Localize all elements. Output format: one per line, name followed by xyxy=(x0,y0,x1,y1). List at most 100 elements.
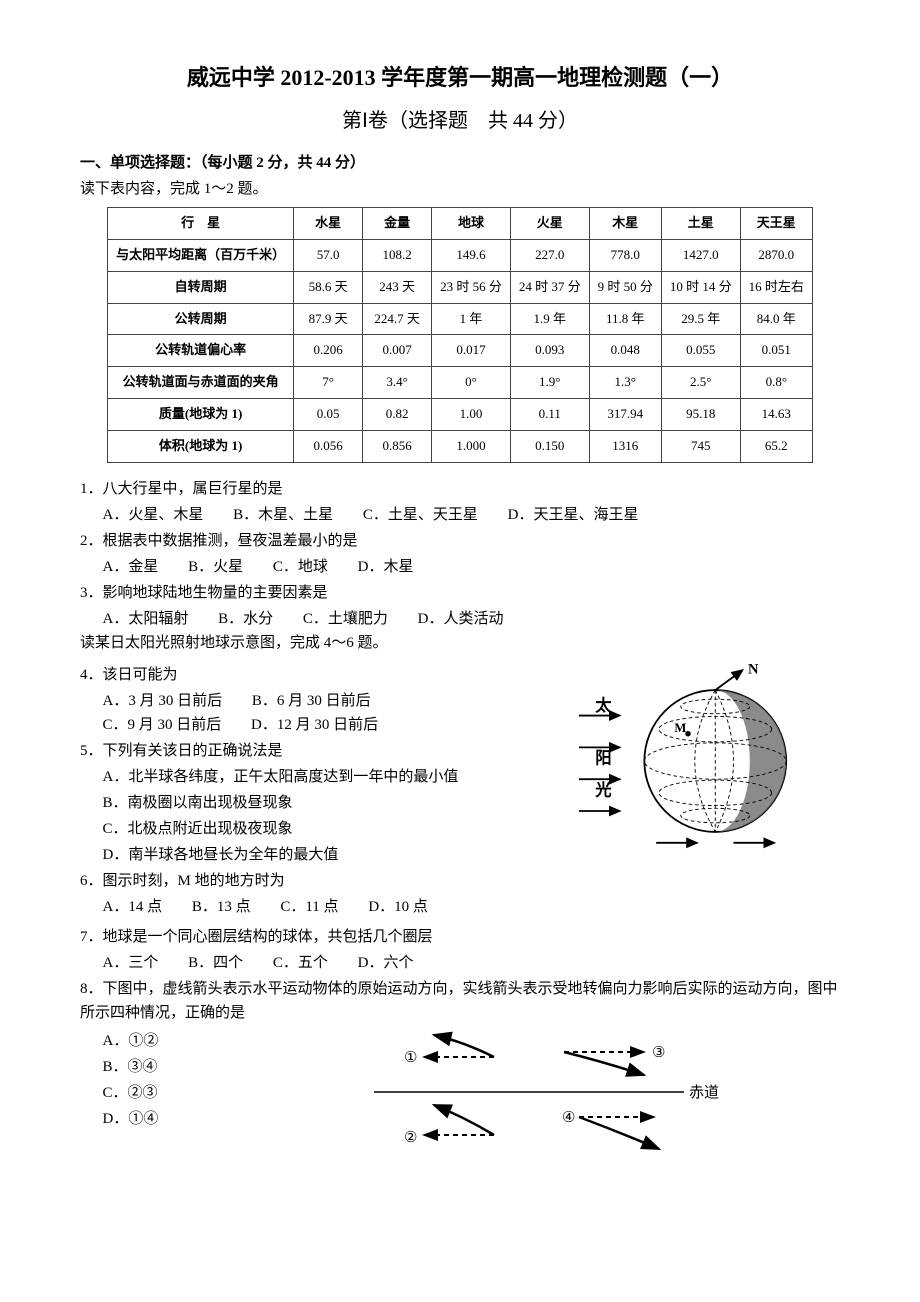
table-cell: 2870.0 xyxy=(740,239,812,271)
q4-opt-a: A．3 月 30 日前后 xyxy=(103,689,223,713)
table-row: 自转周期58.6 天243 天23 时 56 分24 时 37 分9 时 50 … xyxy=(108,271,813,303)
equator-label: 赤道 xyxy=(689,1084,719,1101)
q2-stem: 2．根据表中数据推测，昼夜温差最小的是 xyxy=(80,529,840,553)
table-cell: 3.4° xyxy=(363,367,432,399)
table-cell: 224.7 天 xyxy=(363,303,432,335)
q5-opt-b: B．南极圈以南出现极昼现象 xyxy=(103,791,521,815)
north-label: N xyxy=(748,661,759,677)
table-cell: 84.0 年 xyxy=(740,303,812,335)
table-header-cell: 火星 xyxy=(510,208,589,240)
q6-stem: 6．图示时刻，M 地的地方时为 xyxy=(80,869,521,893)
table-cell: 1427.0 xyxy=(661,239,740,271)
table-cell: 0.055 xyxy=(661,335,740,367)
table-cell: 0° xyxy=(432,367,511,399)
table-cell: 243 天 xyxy=(363,271,432,303)
q4-opt-b: B．6 月 30 日前后 xyxy=(252,689,371,713)
q3-stem: 3．影响地球陆地生物量的主要因素是 xyxy=(80,581,840,605)
table-cell: 58.6 天 xyxy=(294,271,363,303)
q3-opt-d: D．人类活动 xyxy=(418,607,504,631)
table-cell: 23 时 56 分 xyxy=(432,271,511,303)
table-header-cell: 水星 xyxy=(294,208,363,240)
table-cell: 778.0 xyxy=(589,239,661,271)
figure-intro: 读某日太阳光照射地球示意图，完成 4～6 题。 xyxy=(80,631,840,655)
q2-opt-b: B．火星 xyxy=(188,555,243,579)
q6-opt-c: C．11 点 xyxy=(280,895,338,919)
table-cell: 24 时 37 分 xyxy=(510,271,589,303)
table-cell: 1.9° xyxy=(510,367,589,399)
table-cell: 29.5 年 xyxy=(661,303,740,335)
table-cell: 2.5° xyxy=(661,367,740,399)
q3-options: A．太阳辐射 B．水分 C．土壤肥力 D．人类活动 xyxy=(103,607,841,631)
table-cell: 0.048 xyxy=(589,335,661,367)
table-header-cell: 土星 xyxy=(661,208,740,240)
q7-opt-b: B．四个 xyxy=(188,951,243,975)
m-label: M xyxy=(674,720,686,734)
q7-options: A．三个 B．四个 C．五个 D．六个 xyxy=(103,951,841,975)
q4-opt-d: D．12 月 30 日前后 xyxy=(251,713,378,737)
q1-opt-c: C．土星、天王星 xyxy=(363,503,478,527)
q8-opt-d: D．①④ xyxy=(103,1107,233,1131)
q1-options: A．火星、木星 B．木星、土星 C．土星、天王星 D．天王星、海王星 xyxy=(103,503,841,527)
q5-opt-a: A．北半球各纬度，正午太阳高度达到一年中的最小值 xyxy=(103,765,521,789)
q4-stem: 4．该日可能为 xyxy=(80,663,521,687)
table-cell: 0.017 xyxy=(432,335,511,367)
globe-diagram: 太 阳 光 N M xyxy=(536,661,840,869)
q5-stem: 5．下列有关该日的正确说法是 xyxy=(80,739,521,763)
q7-opt-d: D．六个 xyxy=(358,951,414,975)
q1-stem: 1．八大行星中，属巨行星的是 xyxy=(80,477,840,501)
table-cell: 1.9 年 xyxy=(510,303,589,335)
row-header-cell: 质量(地球为 1) xyxy=(108,398,294,430)
row-header-cell: 公转轨道面与赤道面的夹角 xyxy=(108,367,294,399)
table-cell: 10 时 14 分 xyxy=(661,271,740,303)
q3-opt-c: C．土壤肥力 xyxy=(303,607,388,631)
page-subtitle: 第Ⅰ卷（选择题 共 44 分） xyxy=(80,105,840,137)
table-cell: 0.856 xyxy=(363,430,432,462)
table-cell: 0.056 xyxy=(294,430,363,462)
q1-opt-b: B．木星、土星 xyxy=(233,503,333,527)
table-row: 公转轨道偏心率0.2060.0070.0170.0930.0480.0550.0… xyxy=(108,335,813,367)
sun-label-1: 太 xyxy=(594,696,612,715)
table-row: 公转周期87.9 天224.7 天1 年1.9 年11.8 年29.5 年84.… xyxy=(108,303,813,335)
section-heading: 一、单项选择题：（每小题 2 分，共 44 分） xyxy=(80,151,840,175)
q8-opt-a: A．①② xyxy=(103,1029,233,1053)
table-header-cell: 地球 xyxy=(432,208,511,240)
q8-opt-b: B．③④ xyxy=(103,1055,233,1079)
table-cell: 57.0 xyxy=(294,239,363,271)
q6-options: A．14 点 B．13 点 C．11 点 D．10 点 xyxy=(103,895,521,919)
row-header-cell: 公转轨道偏心率 xyxy=(108,335,294,367)
sun-label-3: 光 xyxy=(594,780,612,799)
q2-opt-a: A．金星 xyxy=(103,555,159,579)
case1-label: ① xyxy=(404,1050,417,1066)
table-intro: 读下表内容，完成 1～2 题。 xyxy=(80,177,840,201)
table-cell: 7° xyxy=(294,367,363,399)
table-cell: 95.18 xyxy=(661,398,740,430)
table-cell: 1.3° xyxy=(589,367,661,399)
table-cell: 149.6 xyxy=(432,239,511,271)
coriolis-diagram: 赤道 ① ③ ② ④ xyxy=(247,1027,840,1165)
table-cell: 108.2 xyxy=(363,239,432,271)
q2-opt-c: C．地球 xyxy=(273,555,328,579)
q7-stem: 7．地球是一个同心圈层结构的球体，共包括几个圈层 xyxy=(80,925,840,949)
table-header-cell: 金量 xyxy=(363,208,432,240)
table-cell: 1 年 xyxy=(432,303,511,335)
q6-opt-d: D．10 点 xyxy=(368,895,428,919)
table-cell: 16 时左右 xyxy=(740,271,812,303)
row-header-cell: 公转周期 xyxy=(108,303,294,335)
table-header-cell: 行 星 xyxy=(108,208,294,240)
table-cell: 11.8 年 xyxy=(589,303,661,335)
table-cell: 1.000 xyxy=(432,430,511,462)
table-cell: 0.150 xyxy=(510,430,589,462)
case2-label: ② xyxy=(404,1130,417,1146)
table-header-cell: 木星 xyxy=(589,208,661,240)
table-header-cell: 天王星 xyxy=(740,208,812,240)
table-row: 公转轨道面与赤道面的夹角7°3.4°0°1.9°1.3°2.5°0.8° xyxy=(108,367,813,399)
q8-options: A．①② B．③④ C．②③ D．①④ xyxy=(80,1027,232,1133)
q5-options: A．北半球各纬度，正午太阳高度达到一年中的最小值 B．南极圈以南出现极昼现象 C… xyxy=(80,765,521,867)
table-cell: 745 xyxy=(661,430,740,462)
table-cell: 65.2 xyxy=(740,430,812,462)
table-cell: 317.94 xyxy=(589,398,661,430)
table-cell: 14.63 xyxy=(740,398,812,430)
table-cell: 0.051 xyxy=(740,335,812,367)
q2-opt-d: D．木星 xyxy=(358,555,414,579)
table-row: 质量(地球为 1)0.050.821.000.11317.9495.1814.6… xyxy=(108,398,813,430)
